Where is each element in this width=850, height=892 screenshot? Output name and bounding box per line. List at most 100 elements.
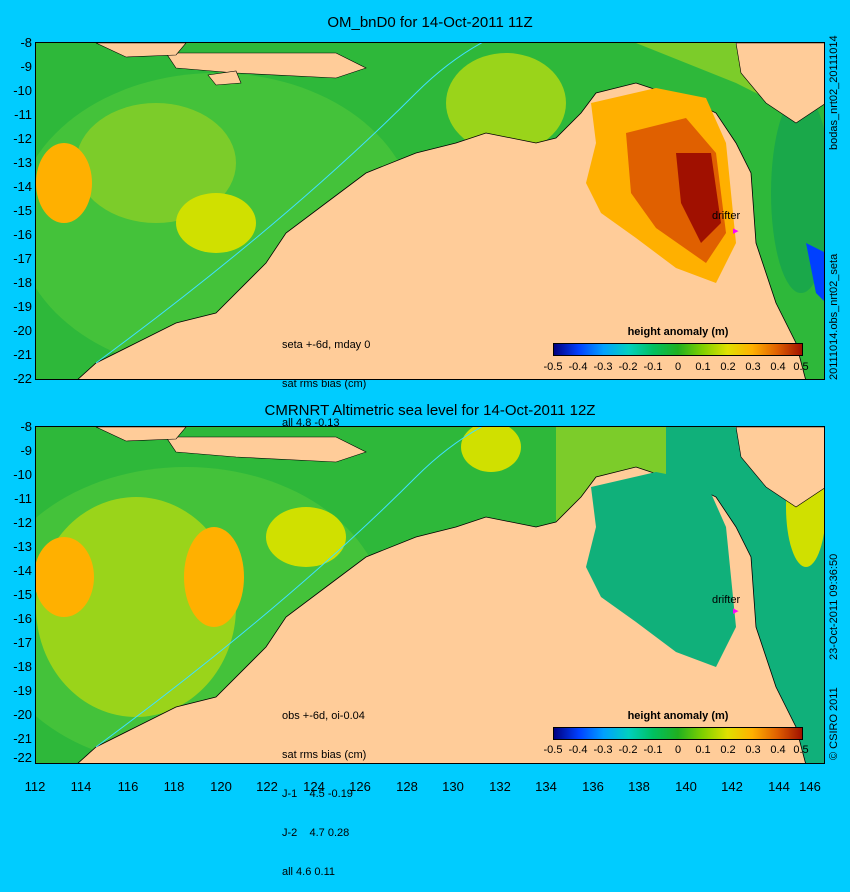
y-tick: -15 <box>13 203 32 218</box>
colorbar-tick: 0.2 <box>720 361 736 373</box>
colorbar-tick: -0.1 <box>643 744 663 756</box>
colorbar-tick: -0.2 <box>618 744 638 756</box>
stats-line: seta +-6d, mday 0 <box>282 339 371 351</box>
top-map-panel[interactable] <box>35 42 825 380</box>
stats-line: J-1 4.5 -0.19 <box>282 788 353 800</box>
stats-line: all 4.6 0.11 <box>282 866 336 878</box>
stats-line: sat rms bias (cm) <box>282 749 367 761</box>
bottom-drifter-label: drifter <box>712 594 741 606</box>
top-side-label-bottom: 20111014.obs_nrt02_seta <box>828 253 840 380</box>
y-tick: -22 <box>13 750 32 765</box>
x-tick: 122 <box>256 779 278 794</box>
y-tick: -9 <box>20 59 32 74</box>
anomaly-band <box>176 193 256 253</box>
colorbar-tick: 0.4 <box>770 361 786 373</box>
colorbar-tick: 0.4 <box>770 744 786 756</box>
colorbar-tick: -0.4 <box>568 361 588 373</box>
y-tick: -20 <box>13 707 32 722</box>
y-tick: -12 <box>13 515 32 530</box>
anomaly-high <box>184 527 244 627</box>
x-tick: 120 <box>210 779 232 794</box>
anomaly-band <box>461 427 521 472</box>
x-tick: 126 <box>349 779 371 794</box>
gulf-sea <box>586 472 736 667</box>
x-tick: 128 <box>396 779 418 794</box>
anomaly-band <box>266 507 346 567</box>
y-tick: -8 <box>20 419 32 434</box>
x-tick: 140 <box>675 779 697 794</box>
colorbar-tick: -0.3 <box>593 744 613 756</box>
y-tick: -10 <box>13 83 32 98</box>
y-tick: -18 <box>13 659 32 674</box>
anomaly-band <box>446 53 566 153</box>
y-tick: -22 <box>13 371 32 386</box>
anomaly-band <box>771 93 824 293</box>
y-tick: -14 <box>13 179 32 194</box>
x-tick: 144 <box>768 779 790 794</box>
y-tick: -16 <box>13 611 32 626</box>
y-tick: -13 <box>13 539 32 554</box>
island-land <box>95 427 187 442</box>
island-land <box>207 70 242 86</box>
bottom-map-panel[interactable] <box>35 426 825 764</box>
colorbar-tick: -0.3 <box>593 361 613 373</box>
anomaly-high <box>36 143 92 223</box>
contour-line <box>95 427 736 748</box>
y-tick: -10 <box>13 467 32 482</box>
y-tick: -13 <box>13 155 32 170</box>
y-tick: -12 <box>13 131 32 146</box>
y-tick: -11 <box>14 107 32 122</box>
colorbar-tick: -0.4 <box>568 744 588 756</box>
colorbar-tick: 0.2 <box>720 744 736 756</box>
y-tick: -20 <box>13 323 32 338</box>
bottom-map-title: CMRNRT Altimetric sea level for 14-Oct-2… <box>264 402 596 419</box>
y-tick: -19 <box>13 683 32 698</box>
colorbar-tick: 0.5 <box>793 744 809 756</box>
y-tick: -14 <box>13 563 32 578</box>
anomaly-band <box>76 103 236 223</box>
y-tick: -9 <box>20 443 32 458</box>
x-tick: 136 <box>582 779 604 794</box>
y-tick: -17 <box>13 635 32 650</box>
y-tick: -16 <box>13 227 32 242</box>
x-tick: 146 <box>799 779 821 794</box>
bottom-side-label-bottom: © CSIRO 2011 <box>828 687 840 760</box>
y-tick: -8 <box>20 35 32 50</box>
top-colorbar <box>553 343 803 356</box>
drifter-marker: ▸ <box>733 225 739 237</box>
colorbar-tick: 0 <box>674 361 682 373</box>
colorbar-tick: 0.1 <box>695 361 711 373</box>
x-tick: 130 <box>442 779 464 794</box>
y-tick: -11 <box>14 491 32 506</box>
x-tick: 134 <box>535 779 557 794</box>
drifter-marker: ▸ <box>733 605 739 617</box>
anomaly-high <box>36 537 94 617</box>
x-tick: 142 <box>721 779 743 794</box>
top-drifter-label: drifter <box>712 210 741 222</box>
new-guinea-land <box>735 43 824 124</box>
y-tick: -17 <box>13 251 32 266</box>
new-guinea-land <box>735 427 824 508</box>
colorbar-tick: -0.5 <box>543 744 563 756</box>
contour-line <box>95 43 736 364</box>
stats-line: sat rms bias (cm) <box>282 378 367 390</box>
x-tick: 114 <box>70 779 92 794</box>
colorbar-tick: 0.3 <box>745 361 761 373</box>
island-land <box>165 436 367 463</box>
colorbar-tick: 0.1 <box>695 744 711 756</box>
x-tick: 138 <box>628 779 650 794</box>
x-tick: 118 <box>163 779 185 794</box>
bottom-side-label-top: 23-Oct-2011 09:36:50 <box>828 553 840 660</box>
gulf-anomaly <box>676 153 721 243</box>
x-tick: 124 <box>303 779 325 794</box>
colorbar-tick: 0 <box>674 744 682 756</box>
top-map-title: OM_bnD0 for 14-Oct-2011 11Z <box>327 14 533 31</box>
y-tick: -18 <box>13 275 32 290</box>
colorbar-tick: -0.5 <box>543 361 563 373</box>
x-tick: 116 <box>117 779 139 794</box>
y-tick: -19 <box>13 299 32 314</box>
stats-line: obs +-6d, oi-0.04 <box>282 710 365 722</box>
colorbar-tick: -0.2 <box>618 361 638 373</box>
x-tick: 132 <box>489 779 511 794</box>
x-tick: 112 <box>24 779 46 794</box>
